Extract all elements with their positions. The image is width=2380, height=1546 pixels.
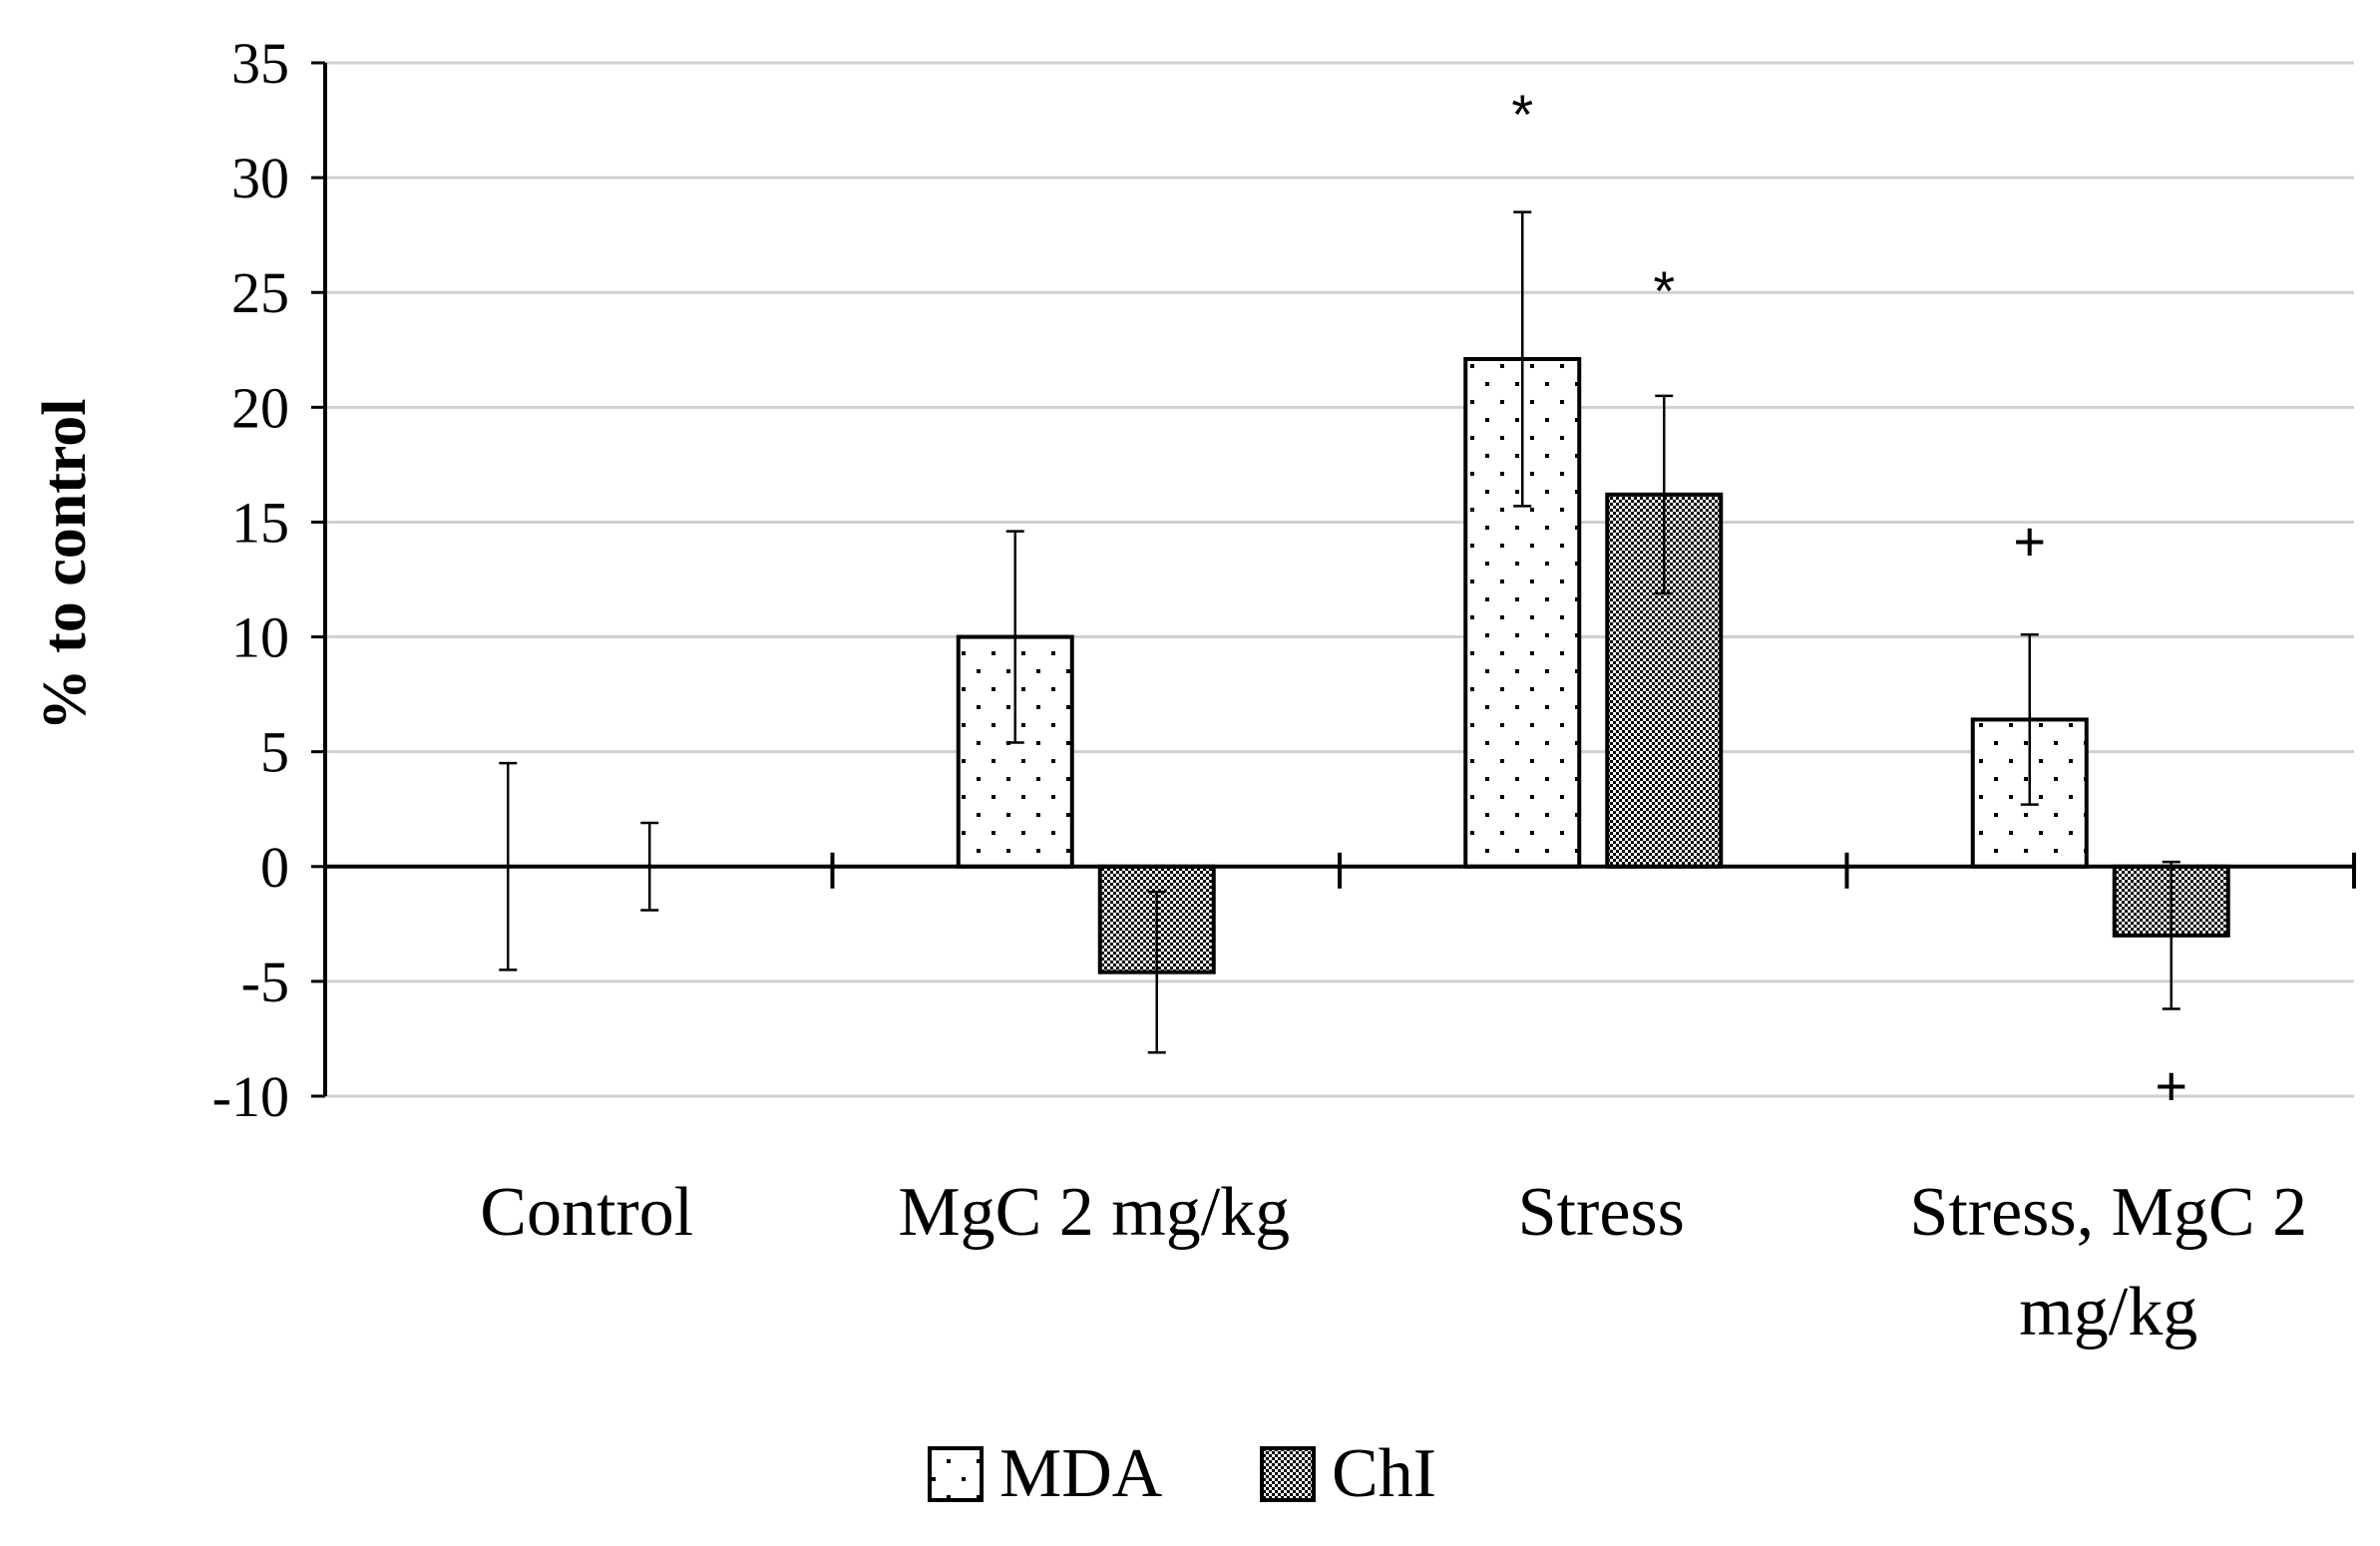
- significance-mark: *: [1511, 83, 1533, 146]
- category-label: Stress, MgC 2: [1909, 1174, 2307, 1251]
- y-tick-label: -10: [212, 1064, 289, 1129]
- axes: [311, 61, 2356, 1098]
- significance-mark: +: [2013, 510, 2046, 573]
- legend-swatch-chi: [1260, 1446, 1316, 1502]
- y-axis-label: % to control: [31, 399, 99, 731]
- legend: MDA ChI: [928, 1435, 1436, 1512]
- y-tick-label: 0: [260, 835, 289, 900]
- legend-label-mda: MDA: [999, 1435, 1163, 1512]
- significance-mark: *: [1653, 259, 1675, 322]
- y-tick-label: -5: [241, 950, 289, 1014]
- category-label: mg/kg: [2019, 1274, 2197, 1351]
- legend-label-chi: ChI: [1332, 1435, 1436, 1512]
- y-tick-label: 25: [231, 260, 289, 325]
- significance-mark: +: [2155, 1054, 2187, 1117]
- bars: [499, 210, 2230, 1054]
- legend-swatch-mda: [928, 1446, 984, 1502]
- y-tick-label: 15: [231, 490, 289, 555]
- gridlines: [325, 61, 2354, 1098]
- labels: 35 30 25 20 15 10 5 0 -5 -10 % to control * + * + Contr…: [31, 31, 2307, 1351]
- category-label: Stress: [1518, 1174, 1685, 1251]
- y-tick-label: 35: [231, 31, 289, 96]
- y-tick-label: 10: [231, 605, 289, 670]
- category-label: MgC 2 mg/kg: [898, 1174, 1290, 1251]
- y-tick-label: 30: [231, 146, 289, 210]
- category-label: Control: [480, 1174, 693, 1251]
- y-tick-label: 5: [260, 720, 289, 785]
- y-tick-label: 20: [231, 375, 289, 440]
